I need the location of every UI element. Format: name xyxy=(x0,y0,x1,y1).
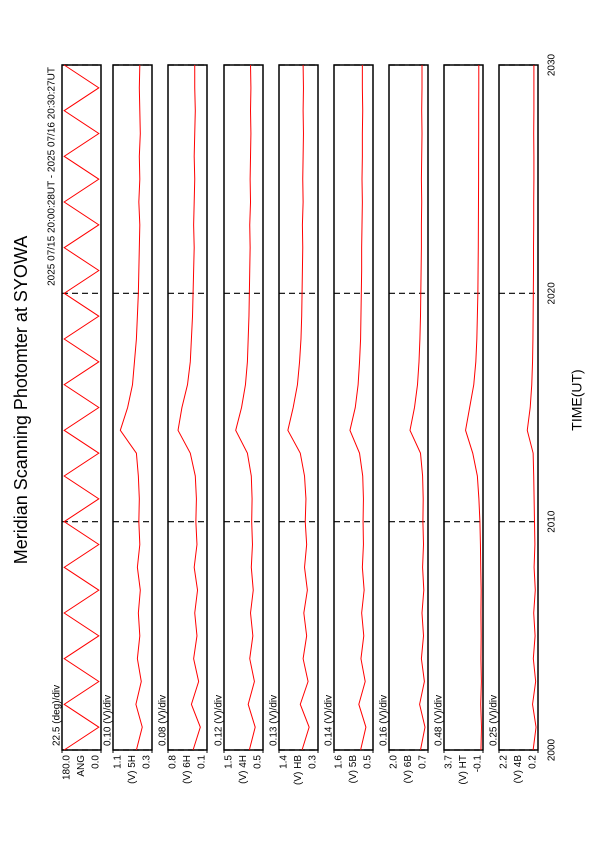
y-tick-label: 2.2 xyxy=(499,755,510,769)
y-tick-label: -0.1 xyxy=(473,755,484,773)
y-tick-label: 0.3 xyxy=(308,755,319,769)
scale-label: 0.08 (V)/div xyxy=(158,695,169,746)
panel-frame xyxy=(223,64,264,751)
channel-label: (V) 4H xyxy=(238,755,249,784)
chart-title: Meridian Scanning Photomter at SYOWA xyxy=(11,236,31,564)
data-line xyxy=(177,65,201,751)
x-tick-label: 2000 xyxy=(547,738,558,761)
scale-label: 0.14 (V)/div xyxy=(324,695,335,746)
scale-label: 22.5 (deg)/div xyxy=(52,685,63,746)
y-tick-label: 0.5 xyxy=(253,755,264,769)
x-tick-label: 2030 xyxy=(547,53,558,76)
y-tick-label: 0.0 xyxy=(91,755,102,769)
y-tick-label: 0.2 xyxy=(528,755,539,769)
channel-label: (V) 6B xyxy=(403,755,414,784)
data-line xyxy=(409,65,426,751)
x-axis-label: TIME(UT) xyxy=(569,369,585,430)
data-line xyxy=(465,65,482,751)
scale-label: 0.25 (V)/div xyxy=(489,695,500,746)
y-tick-label: 3.7 xyxy=(444,755,455,769)
y-tick-label: 0.3 xyxy=(142,755,153,769)
y-tick-label: 0.7 xyxy=(418,755,429,769)
channel-label: ANG xyxy=(76,755,87,777)
panel-frame xyxy=(443,64,484,751)
panel-frame xyxy=(167,64,208,751)
data-line xyxy=(526,65,537,751)
y-tick-label: 0.5 xyxy=(363,755,374,769)
scale-label: 0.16 (V)/div xyxy=(379,695,390,746)
data-line xyxy=(349,65,367,751)
panel-frame xyxy=(278,64,319,751)
scale-label: 0.48 (V)/div xyxy=(434,695,445,746)
channel-label: (V) 6H xyxy=(182,755,193,784)
channel-label: (V) HT xyxy=(458,755,469,784)
chart-subtitle: 2025 07/15 20:00:28UT - 2025 07/16 20:30… xyxy=(47,67,58,286)
y-tick-label: 1.5 xyxy=(224,755,235,769)
data-line xyxy=(119,64,143,751)
panel-frame xyxy=(112,64,153,751)
channel-label: (V) 5B xyxy=(348,755,359,784)
y-tick-label: 1.1 xyxy=(113,755,124,769)
chart: Meridian Scanning Photomter at SYOWA 202… xyxy=(11,53,585,785)
y-tick-label: 1.4 xyxy=(279,755,290,769)
y-tick-label: 2.0 xyxy=(389,755,400,769)
panel-frame xyxy=(61,64,102,751)
channel-label: (V) HB xyxy=(293,755,304,785)
y-tick-label: 1.6 xyxy=(334,755,345,769)
scale-label: 0.10 (V)/div xyxy=(103,695,114,746)
x-tick-label: 2020 xyxy=(547,282,558,305)
y-tick-label: 0.8 xyxy=(168,755,179,769)
y-tick-label: 0.1 xyxy=(197,755,208,769)
channel-label: (V) 4B xyxy=(513,755,524,784)
data-line xyxy=(287,64,310,751)
x-tick-label: 2010 xyxy=(547,510,558,533)
panel-frame xyxy=(333,64,374,751)
data-line xyxy=(63,64,100,751)
panel-frame xyxy=(498,64,539,751)
y-tick-label: 180.0 xyxy=(62,755,73,780)
scale-label: 0.13 (V)/div xyxy=(269,695,280,746)
data-line xyxy=(235,64,256,751)
channel-label: (V) 5H xyxy=(127,755,138,784)
panel-frame xyxy=(388,64,429,751)
scale-label: 0.12 (V)/div xyxy=(214,695,225,746)
